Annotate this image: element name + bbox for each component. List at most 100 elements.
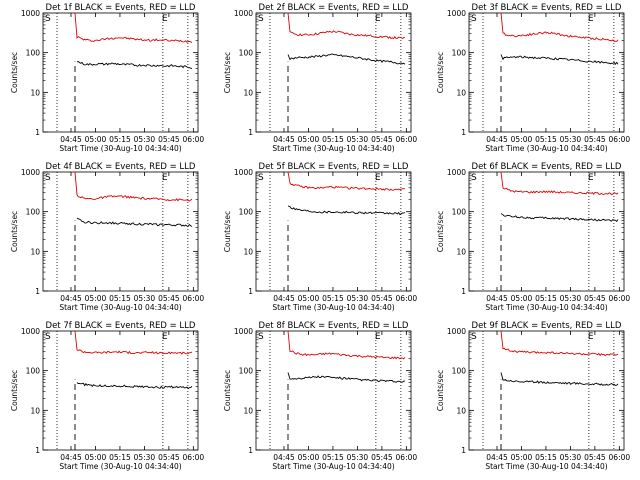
y-tick-label: 1 [35,287,40,296]
y-tick-label: 100 [26,367,41,376]
chart-panel-6: Det 6f BLACK = Events, RED = LLD 1 10 100 10… [436,162,630,312]
x-axis-label: Start Time (30-Aug-10 04:34:40) [272,303,394,312]
y-axis-label: Counts/sec [10,370,19,411]
y-tick-label: 1 [248,128,253,137]
y-axis-label: Counts/sec [10,52,19,93]
x-tick-label: 06:00 [609,135,631,144]
chart-title: Det 3f BLACK = Events, RED = LLD [472,3,622,13]
y-tick-label: 1 [461,446,466,455]
x-tick-label: 05:45 [158,453,180,462]
y-axis-label: Counts/sec [10,211,19,252]
end-marker: E [375,173,381,183]
y-tick-label: 10 [243,88,253,97]
lld-series-line [500,171,619,196]
start-marker: S [258,14,264,24]
x-tick-label: 04:45 [60,294,82,303]
y-tick-label: 100 [452,367,467,376]
lld-series-line [500,330,619,357]
plot-frame [42,12,199,133]
x-tick-label: 05:30 [347,135,369,144]
x-axis-label: Start Time (30-Aug-10 04:34:40) [485,303,607,312]
x-tick-label: 05:15 [322,294,344,303]
events-series-line [76,382,193,390]
x-tick-label: 04:45 [273,294,295,303]
x-tick-label: 05:15 [535,135,557,144]
y-tick-label: 10 [456,88,466,97]
x-tick-label: 05:15 [109,453,131,462]
chart-title: Det 9f BLACK = Events, RED = LLD [472,321,622,331]
events-series-line [76,217,193,227]
x-tick-label: 05:30 [134,453,156,462]
x-axis-label: Start Time (30-Aug-10 04:34:40) [485,462,607,471]
plot-frame [42,330,199,451]
chart-title: Det 8f BLACK = Events, RED = LLD [259,321,409,331]
x-axis-label: Start Time (30-Aug-10 04:34:40) [59,144,181,153]
start-marker: S [258,173,264,183]
x-tick-label: 05:30 [560,453,582,462]
y-axis-label: Counts/sec [223,52,232,93]
y-tick-label: 1 [35,128,40,137]
x-tick-label: 05:00 [511,135,533,144]
chart-panel-2: Det 2f BLACK = Events, RED = LLD 1 10 100 10… [223,3,417,153]
y-tick-label: 1000 [21,168,40,177]
chart-panel-9: Det 9f BLACK = Events, RED = LLD 1 10 100 10… [436,321,630,471]
x-tick-label: 05:00 [511,453,533,462]
chart-title: Det 5f BLACK = Events, RED = LLD [259,162,409,172]
x-tick-label: 05:45 [371,453,393,462]
y-axis-label: Counts/sec [436,52,445,93]
x-tick-label: 05:00 [298,135,320,144]
y-tick-label: 10 [30,406,40,415]
x-tick-label: 05:30 [347,453,369,462]
chart-panel-7: Det 7f BLACK = Events, RED = LLD 1 10 100 10… [10,321,204,471]
chart-title: Det 7f BLACK = Events, RED = LLD [46,321,196,331]
y-tick-label: 10 [456,406,466,415]
plot-frame [42,171,199,292]
y-tick-label: 100 [452,208,467,217]
x-tick-label: 05:45 [584,294,606,303]
x-tick-label: 04:45 [273,135,295,144]
end-marker: E [588,332,594,342]
chart-title: Det 6f BLACK = Events, RED = LLD [472,162,622,172]
chart-title: Det 1f BLACK = Events, RED = LLD [46,3,196,13]
events-series-line [287,372,406,383]
y-tick-label: 1000 [234,327,253,336]
y-tick-label: 100 [452,49,467,58]
y-tick-label: 1000 [447,9,466,18]
y-tick-label: 1000 [447,168,466,177]
x-tick-label: 05:00 [511,294,533,303]
x-tick-label: 06:00 [396,294,418,303]
x-axis-label: Start Time (30-Aug-10 04:34:40) [272,462,394,471]
events-series-line [500,54,619,65]
lld-series-line [74,330,193,355]
y-tick-label: 100 [239,208,254,217]
chart-panel-5: Det 5f BLACK = Events, RED = LLD 1 10 100 10… [223,162,417,312]
x-tick-label: 05:00 [85,453,107,462]
start-marker: S [471,332,477,342]
x-tick-label: 05:00 [298,294,320,303]
end-marker: E [375,14,381,24]
x-tick-label: 04:45 [486,453,508,462]
lld-series-line [287,12,406,40]
x-tick-label: 05:30 [347,294,369,303]
events-series-line [500,213,619,222]
y-tick-label: 100 [239,367,254,376]
y-tick-label: 1 [461,287,466,296]
y-tick-label: 100 [26,208,41,217]
x-tick-label: 05:15 [535,453,557,462]
y-tick-label: 1 [248,287,253,296]
lld-series-line [500,12,619,42]
y-tick-label: 1000 [234,168,253,177]
x-tick-label: 05:15 [109,135,131,144]
y-axis-label: Counts/sec [223,211,232,252]
events-series-line [287,53,406,65]
end-marker: E [162,173,168,183]
y-tick-label: 1000 [234,9,253,18]
x-tick-label: 06:00 [183,135,205,144]
x-tick-label: 05:45 [584,135,606,144]
events-series-line [500,372,619,386]
plot-frame [468,12,625,133]
y-axis-label: Counts/sec [436,370,445,411]
start-marker: S [45,173,51,183]
start-marker: S [471,173,477,183]
y-axis-label: Counts/sec [436,211,445,252]
